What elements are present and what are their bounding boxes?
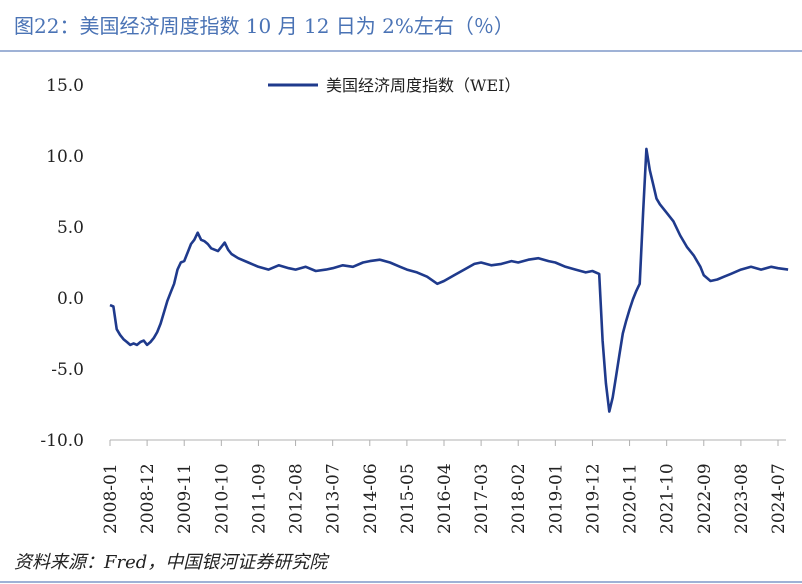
x-tick-label: 2015-05: [398, 463, 418, 534]
line-chart: 15.010.05.00.0-5.0-10.0 2008-01 2008-12 20…: [40, 76, 789, 534]
y-axis: 15.0 10.0 5.0 0.0 -5.0 -10.0: [40, 76, 84, 451]
x-tick-label: 2024-07: [769, 463, 789, 534]
x-tick-label: 2018-02: [509, 463, 529, 534]
x-tick-label: 2019-01: [546, 463, 566, 534]
y-tick-label: -10.0: [40, 431, 84, 451]
x-tick-label: 2008-12: [138, 463, 158, 534]
x-tick-label: 2011-09: [249, 463, 269, 534]
x-axis: 2008-01 2008-12 2009-11 2010-10 2011-09 2012-…: [101, 439, 789, 534]
series-layer: [109, 147, 789, 413]
x-tick-label: 2023-08: [732, 463, 752, 534]
x-tick-label: 2022-09: [695, 463, 715, 534]
legend-label: 美国经济周度指数（WEI）: [326, 76, 520, 95]
y-tick-label: 5.0: [57, 218, 84, 238]
x-tick-label: 2010-10: [212, 463, 232, 534]
legend: 美国经济周度指数（WEI）: [268, 76, 520, 95]
x-tick-label: 2009-11: [175, 463, 195, 534]
x-tick-label: 2014-06: [361, 463, 381, 534]
x-tick-label: 2019-12: [583, 463, 603, 534]
y-tick-label: 10.0: [46, 147, 84, 167]
title-divider: [0, 50, 802, 52]
x-tick-label: 2013-07: [324, 463, 344, 534]
chart-title: 图22：美国经济周度指数 10 月 12 日为 2%左右（％）: [14, 14, 514, 38]
x-tick-label: 2020-11: [621, 463, 641, 534]
x-tick-label: 2008-01: [101, 463, 121, 534]
x-tick-label: 2016-04: [435, 463, 455, 534]
series-line-wei: [109, 147, 789, 413]
y-tick-label: 15.0: [46, 76, 84, 96]
y-tick-label: 0.0: [57, 289, 84, 309]
x-tick-label: 2017-03: [472, 463, 492, 534]
source-note: 资料来源：Fred，中国银河证券研究院: [14, 552, 328, 573]
x-tick-label: 2021-10: [658, 463, 678, 534]
x-tick-label: 2012-08: [287, 463, 307, 534]
y-tick-label: -5.0: [51, 360, 84, 380]
bottom-divider: [0, 581, 802, 583]
